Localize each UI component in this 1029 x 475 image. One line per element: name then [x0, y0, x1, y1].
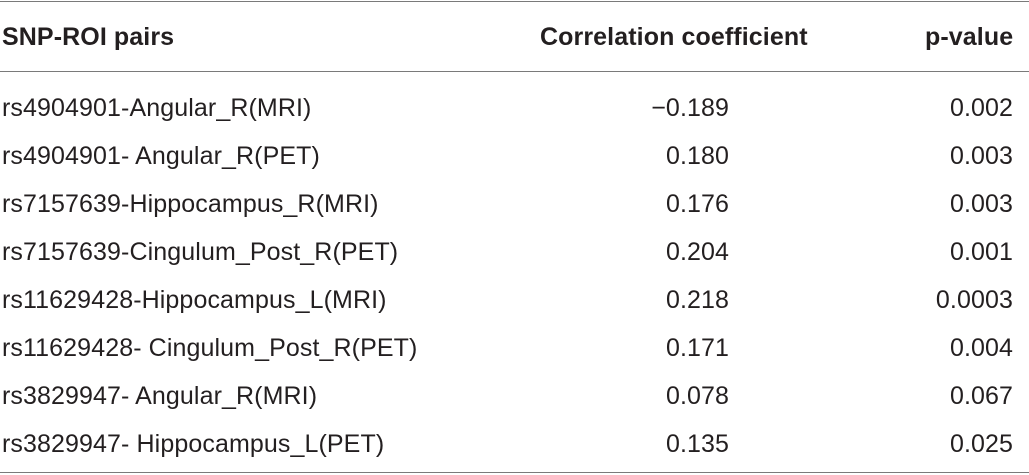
- table-header-row: SNP-ROI pairs Correlation coefficient p-…: [0, 14, 1029, 60]
- cell-correlation: −0.189: [651, 93, 729, 122]
- cell-p-value: 0.004: [949, 333, 1013, 362]
- cell-p-value: 0.002: [949, 93, 1013, 122]
- cell-correlation: 0.180: [665, 141, 729, 170]
- table-row: rs11629428- Cingulum_Post_R(PET) 0.171 0…: [0, 324, 1029, 372]
- cell-p-value: 0.025: [949, 429, 1013, 458]
- cell-p-value: 0.0003: [935, 285, 1013, 314]
- cell-pair: rs4904901- Angular_R(PET): [2, 141, 320, 170]
- table-row: rs4904901- Angular_R(PET) 0.180 0.003: [0, 132, 1029, 180]
- cell-pair: rs11629428- Cingulum_Post_R(PET): [2, 333, 418, 362]
- header-correlation-coefficient: Correlation coefficient: [540, 22, 808, 51]
- cell-correlation: 0.204: [665, 237, 729, 266]
- cell-pair: rs7157639-Hippocampus_R(MRI): [2, 189, 379, 218]
- cell-pair: rs3829947- Hippocampus_L(PET): [2, 429, 385, 458]
- table-row: rs3829947- Angular_R(MRI) 0.078 0.067: [0, 372, 1029, 420]
- cell-p-value: 0.001: [949, 237, 1013, 266]
- table-row: rs3829947- Hippocampus_L(PET) 0.135 0.02…: [0, 420, 1029, 468]
- table-row: rs7157639-Cingulum_Post_R(PET) 0.204 0.0…: [0, 228, 1029, 276]
- cell-pair: rs4904901-Angular_R(MRI): [2, 93, 312, 122]
- cell-pair: rs7157639-Cingulum_Post_R(PET): [2, 237, 399, 266]
- table-row: rs7157639-Hippocampus_R(MRI) 0.176 0.003: [0, 180, 1029, 228]
- cell-correlation: 0.135: [665, 429, 729, 458]
- cell-correlation: 0.078: [665, 381, 729, 410]
- cell-pair: rs11629428-Hippocampus_L(MRI): [2, 285, 387, 314]
- table-row: rs4904901-Angular_R(MRI) −0.189 0.002: [0, 84, 1029, 132]
- cell-correlation: 0.171: [665, 333, 729, 362]
- table-bottom-rule: [0, 472, 1029, 473]
- cell-p-value: 0.067: [949, 381, 1013, 410]
- cell-p-value: 0.003: [949, 189, 1013, 218]
- header-snp-roi-pairs: SNP-ROI pairs: [2, 22, 175, 51]
- header-p-value: p-value: [925, 22, 1014, 51]
- cell-correlation: 0.176: [665, 189, 729, 218]
- cell-pair: rs3829947- Angular_R(MRI): [2, 381, 318, 410]
- table-row: rs11629428-Hippocampus_L(MRI) 0.218 0.00…: [0, 276, 1029, 324]
- table-top-rule: [0, 1, 1029, 2]
- table-header-rule: [0, 71, 1029, 72]
- cell-p-value: 0.003: [949, 141, 1013, 170]
- cell-correlation: 0.218: [665, 285, 729, 314]
